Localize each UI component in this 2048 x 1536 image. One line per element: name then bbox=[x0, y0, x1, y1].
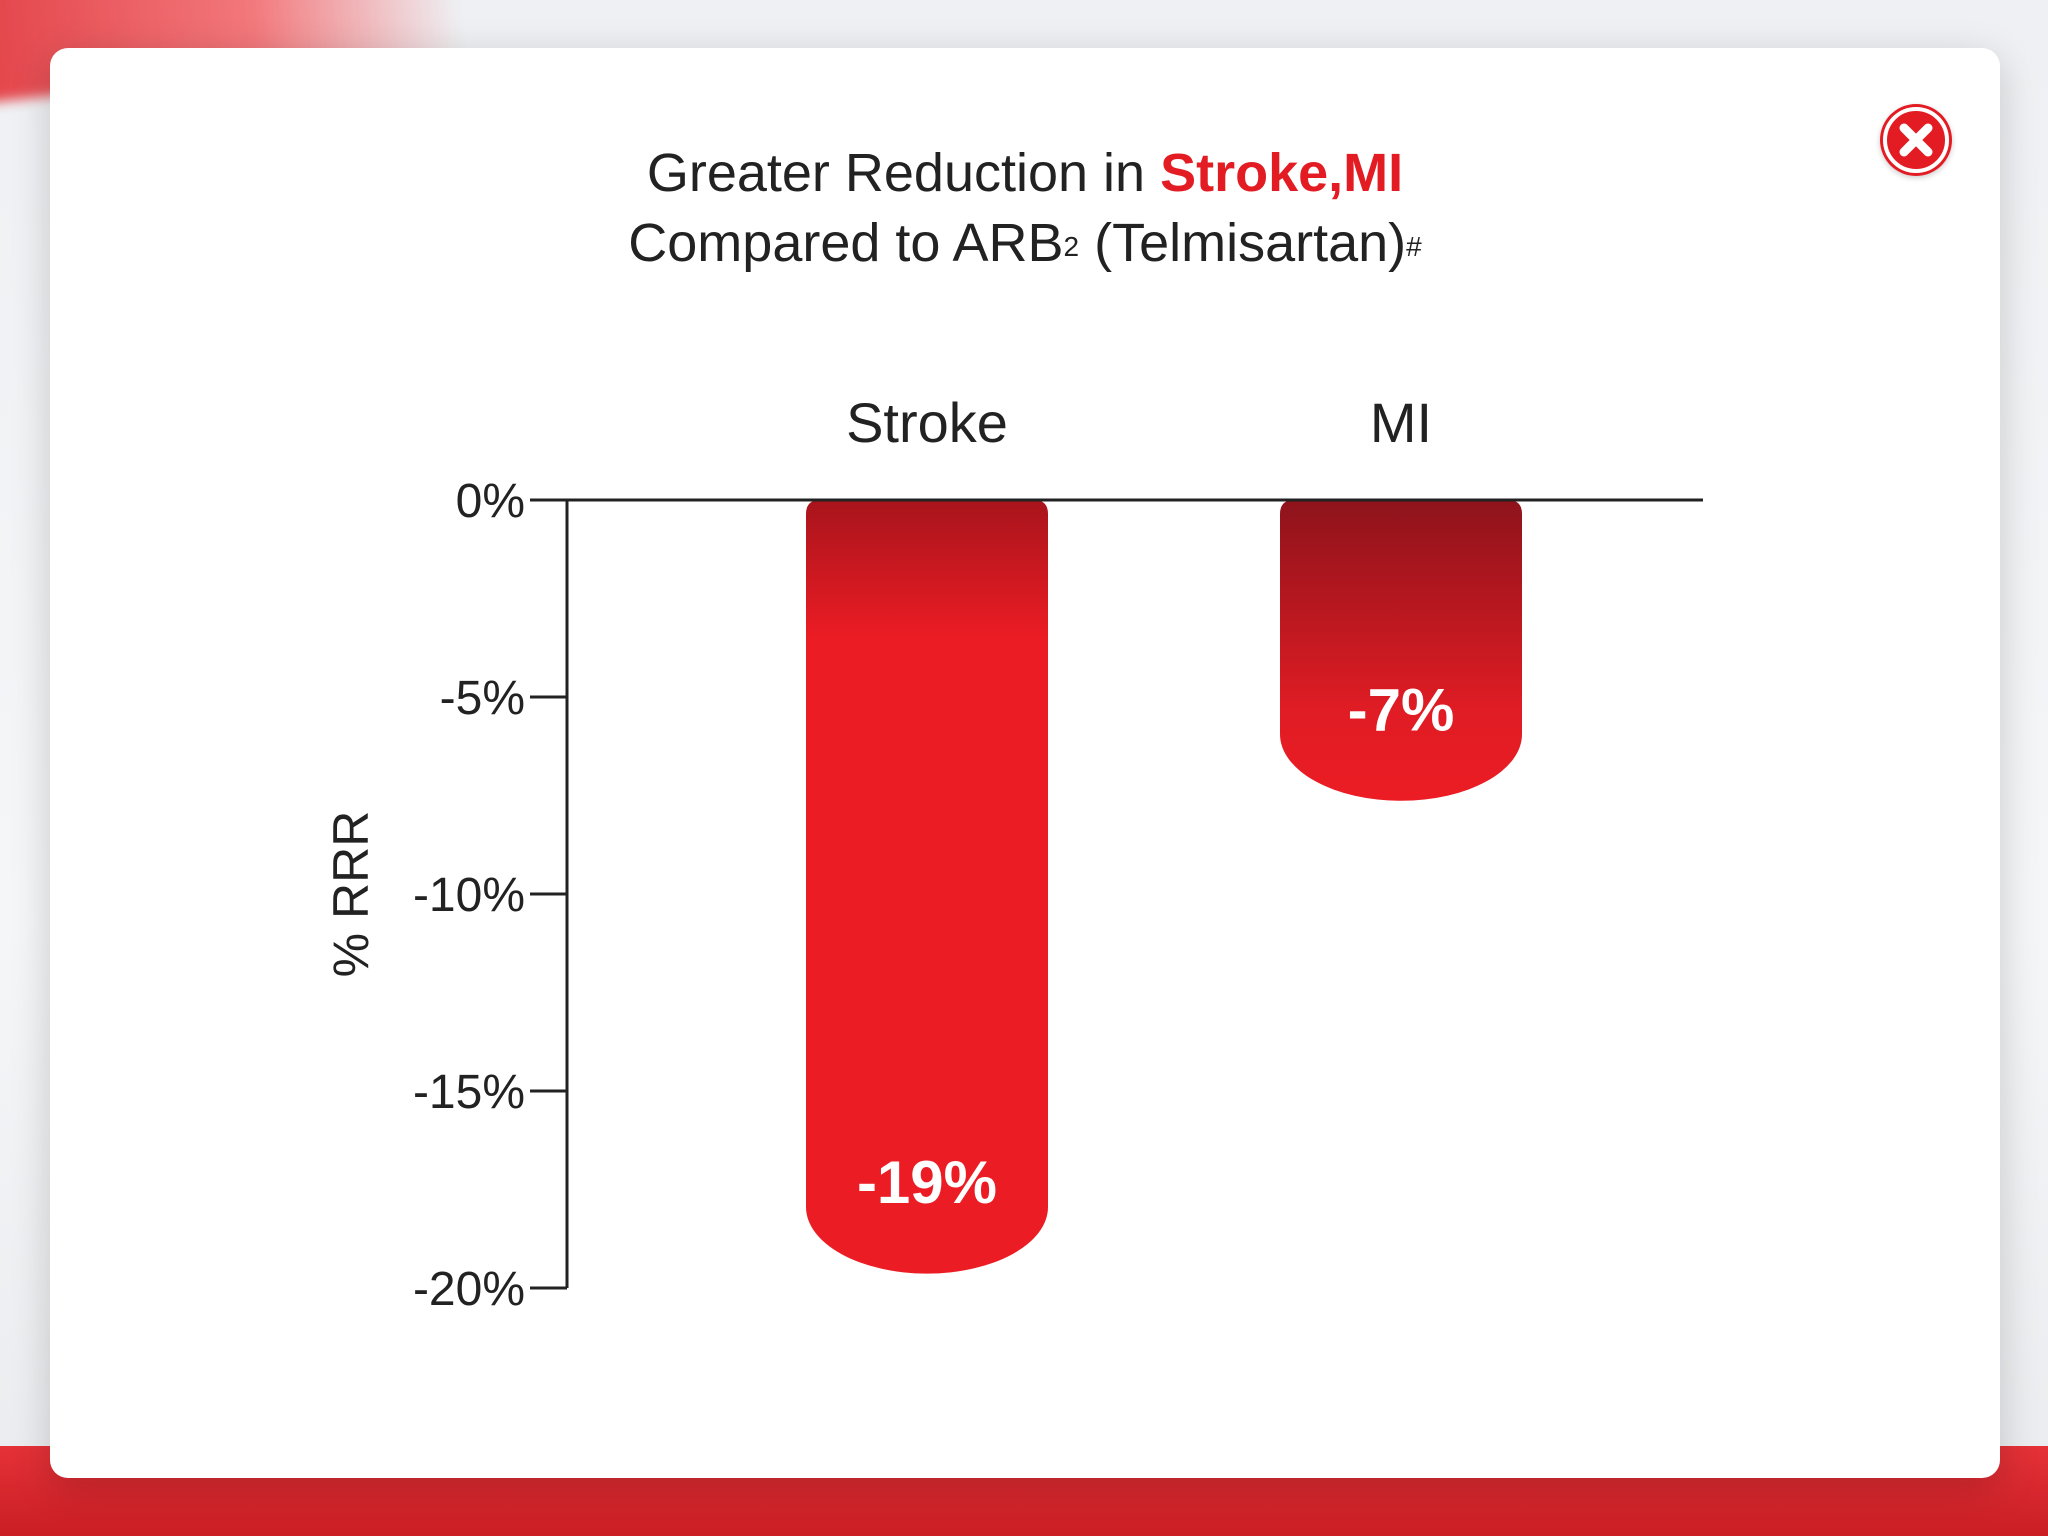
y-ticks-group: 0% -5% -10% -15% -20% bbox=[413, 475, 567, 1316]
chart-title-line1: Greater Reduction in Stroke,MI bbox=[50, 138, 2000, 208]
category-label: MI bbox=[1370, 391, 1432, 454]
title-line1-text: Greater Reduction in bbox=[646, 143, 1161, 203]
bar-mi bbox=[1280, 500, 1522, 801]
y-axis-label: % RRR bbox=[323, 811, 379, 978]
y-tick-label: -5% bbox=[440, 672, 525, 725]
chart-title-line2: Compared to ARB2 (Telmisartan)# bbox=[50, 208, 2000, 278]
y-tick-label: -10% bbox=[413, 869, 525, 922]
category-label: Stroke bbox=[846, 391, 1008, 454]
title-line2-text: Compared to ARB bbox=[628, 213, 1064, 273]
y-tick-label: -20% bbox=[413, 1263, 525, 1316]
close-button[interactable] bbox=[1880, 104, 1952, 176]
close-icon bbox=[1883, 107, 1949, 173]
bars-group: -19% Stroke -7% MI bbox=[806, 391, 1522, 1274]
title-highlight: Stroke,MI bbox=[1160, 143, 1404, 203]
bar-stroke bbox=[806, 500, 1048, 1274]
chart-title: Greater Reduction in Stroke,MI Compared … bbox=[50, 138, 2000, 278]
bar-value-label: -19% bbox=[857, 1149, 997, 1216]
title-line2-post: (Telmisartan) bbox=[1079, 213, 1407, 273]
y-tick-label: -15% bbox=[413, 1066, 525, 1119]
bar-value-label: -7% bbox=[1348, 676, 1455, 743]
y-tick-label: 0% bbox=[456, 475, 525, 528]
title-footnote-mark: # bbox=[1406, 231, 1422, 262]
title-superscript: 2 bbox=[1063, 231, 1080, 262]
